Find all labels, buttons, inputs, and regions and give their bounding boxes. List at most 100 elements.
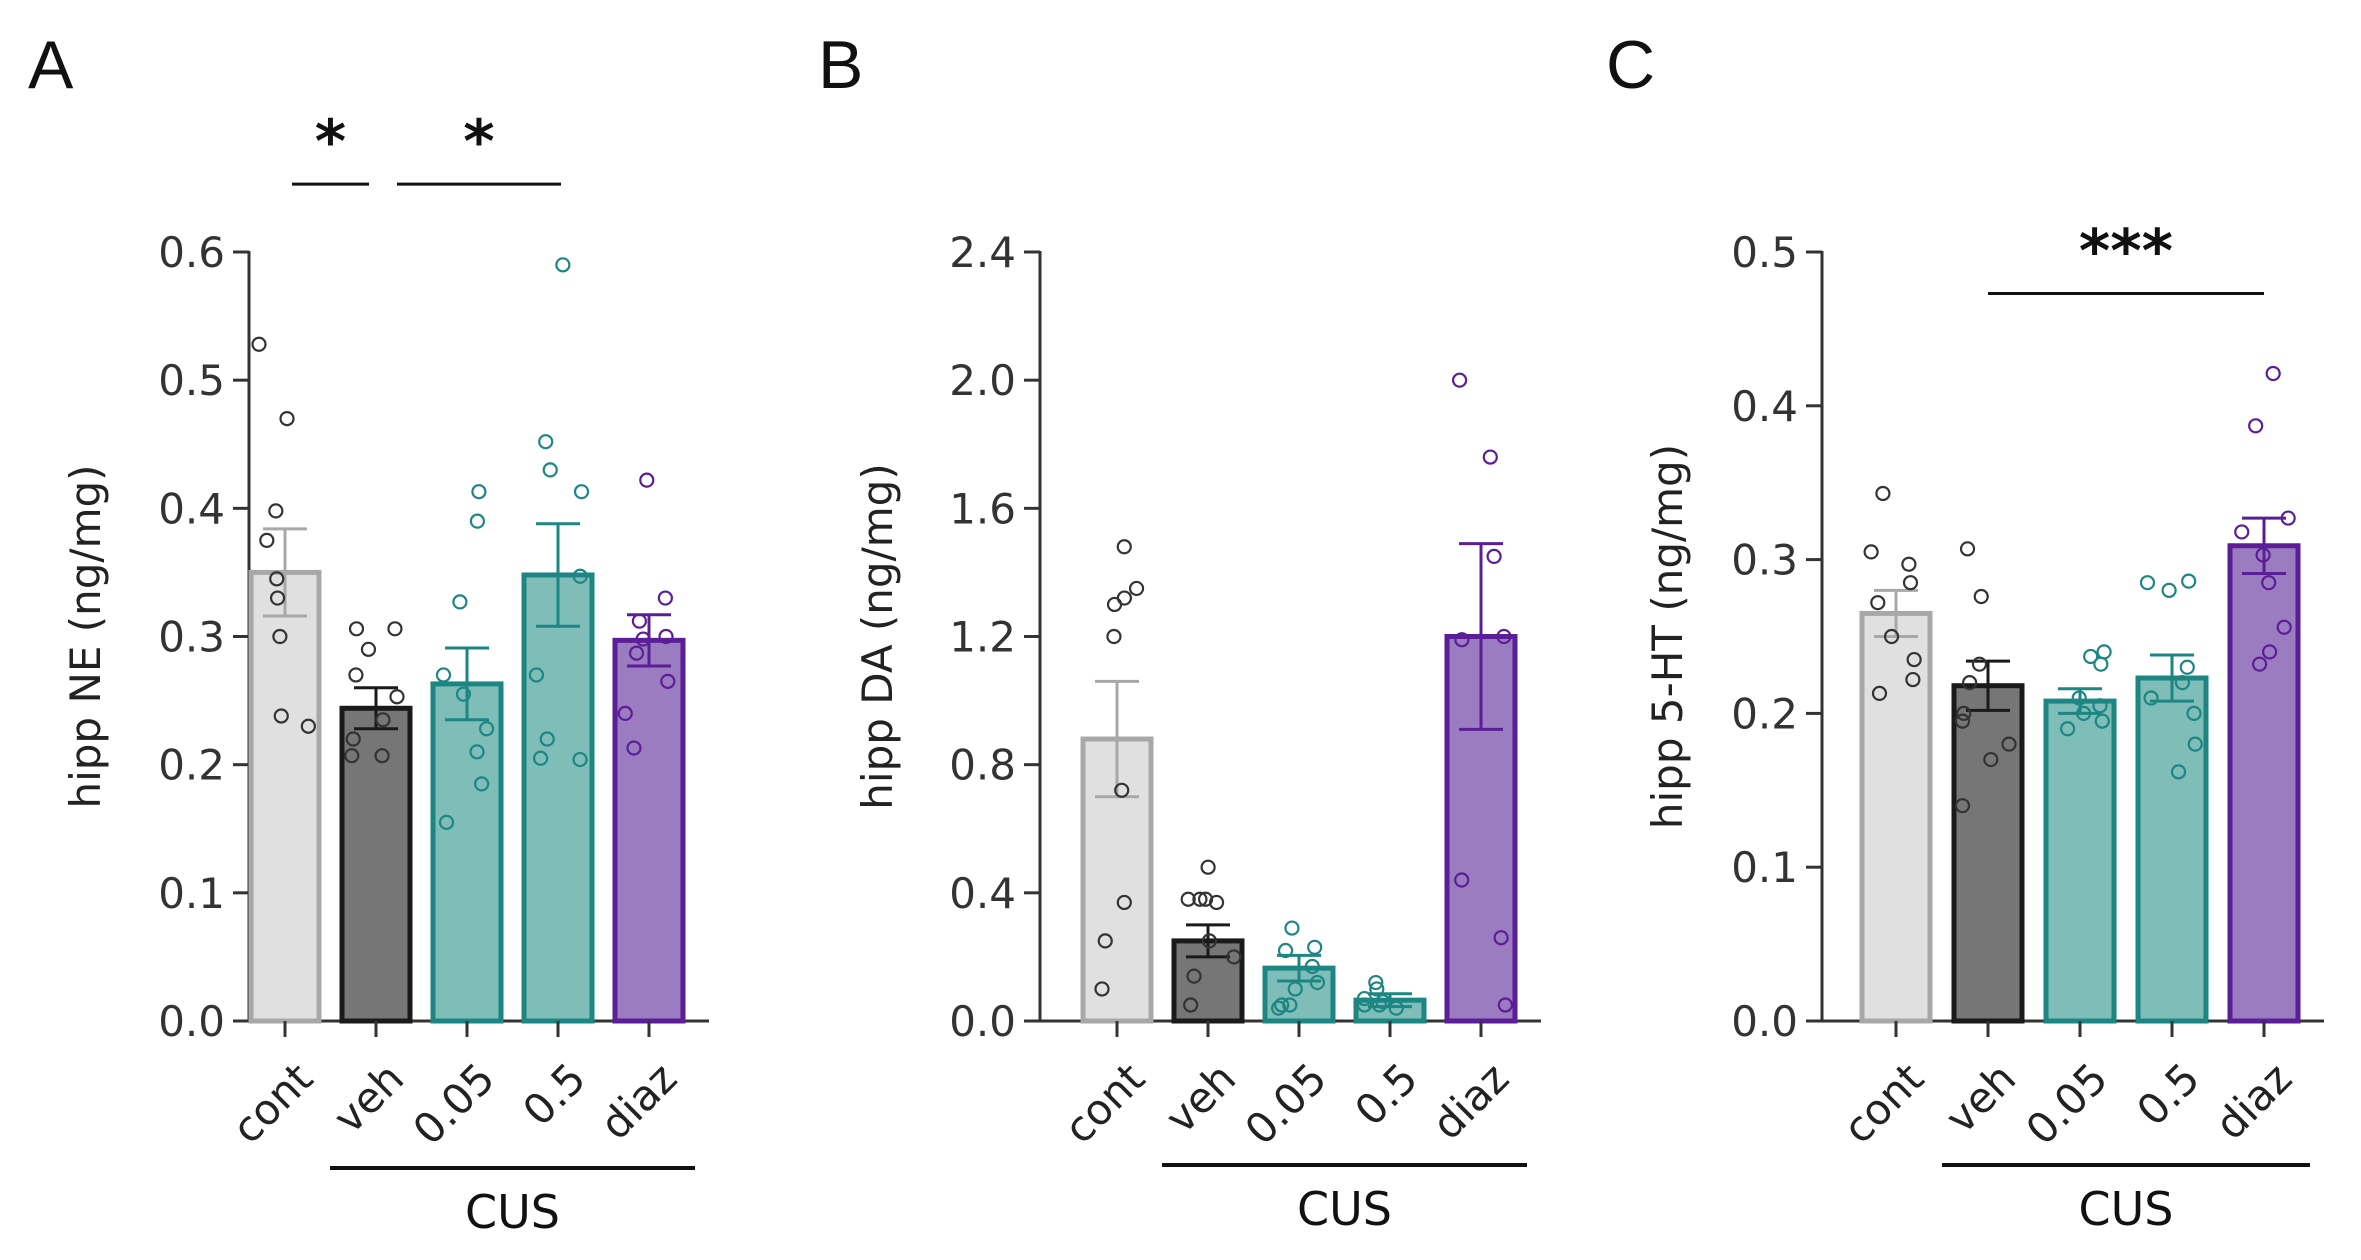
data-point <box>348 667 364 683</box>
data-point <box>345 731 361 747</box>
data-point <box>1277 942 1294 959</box>
data-point <box>542 462 558 478</box>
data-point <box>2251 656 2268 672</box>
data-point <box>2280 510 2296 526</box>
y-tick-label: 0.4 <box>949 869 1016 918</box>
data-point <box>469 513 486 529</box>
data-point <box>268 503 284 519</box>
data-point <box>1274 997 1290 1013</box>
data-point <box>1106 628 1122 645</box>
data-point <box>1309 974 1326 991</box>
data-point <box>2161 582 2177 598</box>
data-point <box>1875 485 1891 502</box>
data-point <box>1906 651 1922 668</box>
x-tick-label-0.5: 0.5 <box>1345 1053 1427 1135</box>
data-point <box>1287 981 1303 997</box>
data-point <box>1094 981 1110 997</box>
data-point <box>2139 575 2156 591</box>
data-point <box>1369 981 1385 997</box>
data-point <box>572 568 588 584</box>
y-axis-title: hipp 5-HT (ng/mg) <box>1643 444 1692 829</box>
y-tick-label: 0.1 <box>1731 843 1798 892</box>
x-tick-label-veh: veh <box>324 1053 413 1142</box>
data-point <box>635 631 651 647</box>
data-point <box>2170 764 2187 780</box>
data-point <box>2174 675 2191 691</box>
y-tick-label: 2.0 <box>949 356 1016 405</box>
data-point <box>2276 619 2292 635</box>
significance-label: * <box>315 107 346 177</box>
data-point <box>2143 690 2159 706</box>
data-point <box>2234 524 2250 540</box>
y-axis-title: hipp DA (ng/mg) <box>853 463 902 809</box>
data-point <box>573 484 590 500</box>
data-point <box>251 336 267 352</box>
panel-letter-b: B <box>818 27 863 103</box>
data-point <box>660 673 676 689</box>
data-point <box>1226 949 1242 965</box>
data-point <box>539 731 555 747</box>
data-point <box>1208 894 1225 911</box>
data-point <box>1486 548 1502 564</box>
data-point <box>1307 939 1323 955</box>
data-point <box>2248 418 2264 434</box>
y-tick-label: 0.0 <box>158 997 225 1046</box>
data-point <box>2179 659 2195 675</box>
data-point <box>1116 894 1132 911</box>
y-tick-label: 0.5 <box>1731 228 1798 277</box>
data-point <box>1114 782 1130 798</box>
y-tick-label: 0.4 <box>158 484 225 533</box>
x-tick-label-cont: cont <box>223 1053 323 1153</box>
data-point <box>1905 671 1921 688</box>
data-point <box>1871 685 1888 702</box>
data-point <box>1901 556 1917 572</box>
data-point <box>631 613 648 629</box>
data-point <box>1186 968 1202 984</box>
data-point <box>455 686 472 702</box>
data-point <box>657 590 673 606</box>
y-tick-label: 0.3 <box>1731 536 1798 585</box>
data-point <box>2265 365 2281 382</box>
data-point <box>628 645 645 661</box>
data-point <box>1271 1000 1287 1016</box>
data-point <box>1870 595 1886 611</box>
data-point <box>1902 575 1919 591</box>
data-point <box>269 571 285 587</box>
bar-diaz <box>2227 543 2301 1024</box>
data-point <box>2181 573 2197 589</box>
data-point <box>2092 698 2108 714</box>
data-point <box>1356 997 1373 1013</box>
panel-c-chart: 0.0 0.1 0.2 0.3 0.4 0.5 hipp 5-HT (ng/mg) cont v… <box>1643 217 2324 1236</box>
x-tick-label-veh: veh <box>1156 1053 1245 1142</box>
data-point <box>2001 736 2017 752</box>
y-tick-label: 0.3 <box>158 613 225 662</box>
x-tick-label-diaz: diaz <box>591 1053 687 1149</box>
data-point <box>1201 933 1217 949</box>
bar-veh <box>339 705 413 1024</box>
data-point <box>2096 644 2112 660</box>
data-point <box>1482 449 1498 465</box>
data-point <box>471 484 487 500</box>
data-point <box>279 411 295 427</box>
bar-0.05 <box>2043 698 2117 1024</box>
x-tick-label-diaz: diaz <box>2206 1053 2302 1149</box>
data-point <box>2186 705 2202 722</box>
data-point <box>272 628 288 645</box>
bar-0.5 <box>2135 675 2209 1024</box>
y-tick-label: 0.2 <box>158 741 225 790</box>
data-point <box>1973 588 1989 605</box>
x-tick-label-0.05: 0.05 <box>1235 1053 1336 1154</box>
data-point <box>1454 872 1470 888</box>
panel-letter-c: C <box>1606 27 1655 103</box>
data-point <box>374 748 390 764</box>
data-point <box>469 744 485 760</box>
data-point <box>1375 994 1391 1010</box>
panel-b-chart: 0.0 0.4 0.8 1.2 1.6 2.0 2.4 hipp DA (ng/mg) cont… <box>853 228 1541 1236</box>
bar-diaz <box>612 637 686 1024</box>
y-tick-label: 0.0 <box>949 997 1016 1046</box>
data-point <box>2255 547 2271 563</box>
data-point <box>348 621 365 637</box>
data-point <box>474 776 490 792</box>
data-point <box>1180 891 1196 907</box>
